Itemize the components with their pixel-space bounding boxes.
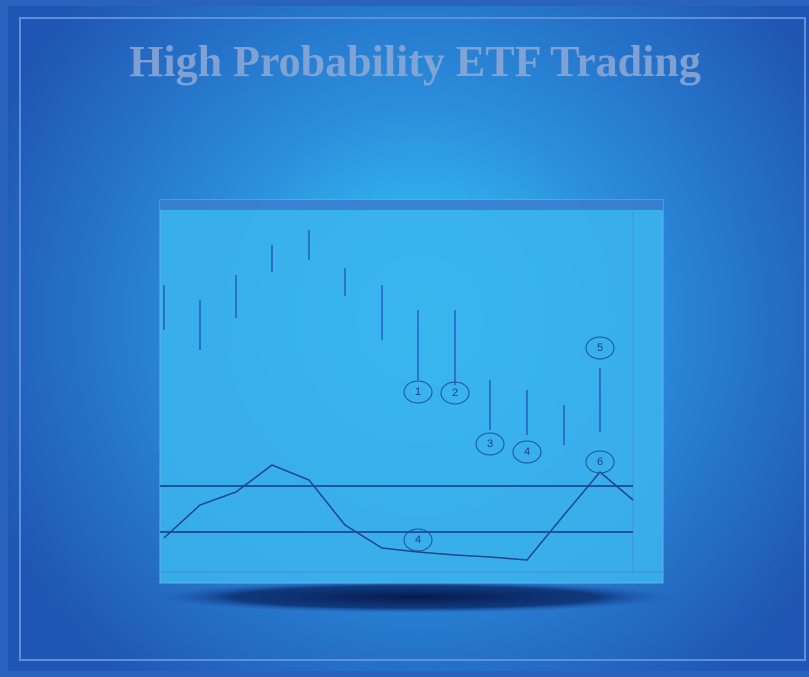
oscillator — [163, 464, 634, 561]
labels: 1 2 3 4 5 6 4 — [403, 336, 615, 552]
label: 4 — [415, 534, 421, 546]
label: 1 — [415, 386, 421, 398]
label: 2 — [452, 387, 458, 399]
label-circle — [475, 432, 505, 456]
label-circle — [512, 440, 542, 464]
frame — [19, 17, 806, 661]
label: 6 — [597, 456, 603, 468]
label-circle — [403, 528, 433, 552]
chart-window — [159, 199, 664, 584]
shadow — [155, 581, 675, 613]
label: 5 — [597, 342, 603, 354]
label: 4 — [524, 446, 530, 458]
title: High Probability ETF Trading — [129, 37, 701, 86]
label-circle — [585, 336, 615, 360]
price-bars — [163, 230, 601, 445]
window — [159, 199, 664, 584]
label: 3 — [487, 438, 493, 450]
label-circle — [403, 380, 433, 404]
titlebar — [160, 200, 663, 210]
label-circle — [585, 450, 615, 474]
label-circle — [440, 381, 470, 405]
